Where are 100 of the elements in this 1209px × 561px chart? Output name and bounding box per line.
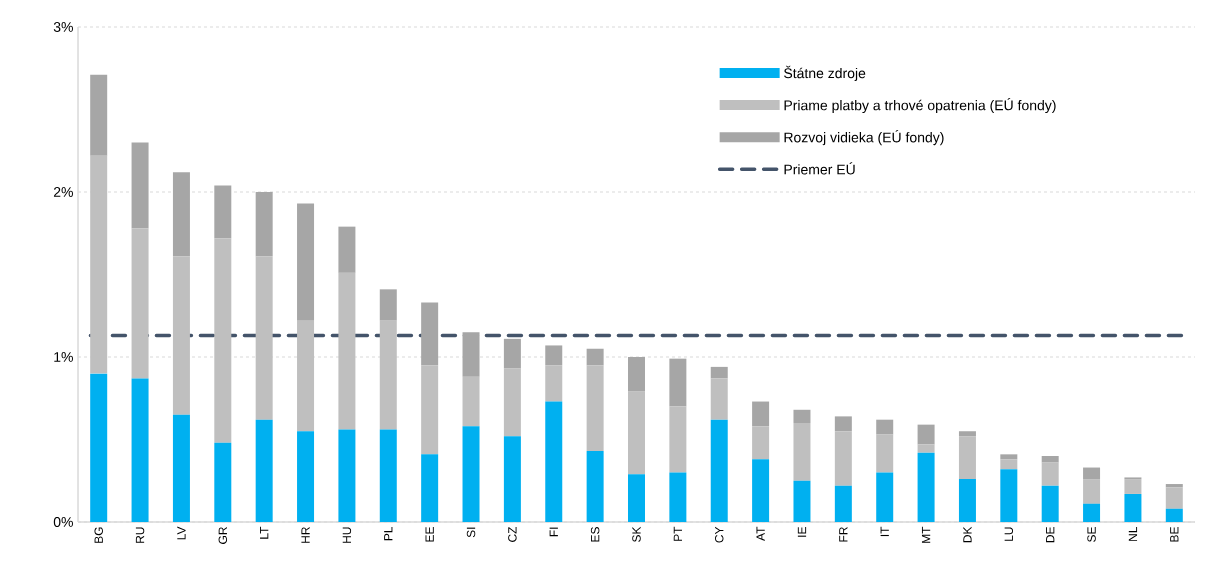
bar <box>1165 487 1183 509</box>
bar <box>710 419 728 522</box>
x-tick-label: SK <box>632 526 641 542</box>
x-tick-label: HU <box>342 527 352 543</box>
bar <box>297 320 315 432</box>
x-tick-label: IE <box>797 527 807 537</box>
bar <box>628 391 645 475</box>
bar <box>752 459 770 522</box>
bar <box>1000 469 1018 522</box>
y-tick-label: 3% <box>53 22 73 32</box>
x-tick-label: HR <box>301 527 310 543</box>
bar <box>1165 508 1183 522</box>
bar <box>586 365 604 452</box>
bar <box>876 434 894 473</box>
legend-label: Štátne zdroje <box>784 65 866 81</box>
bar <box>545 365 563 402</box>
x-tick-label: BG <box>94 527 103 543</box>
bar <box>131 142 149 229</box>
bar <box>503 436 521 522</box>
bar <box>90 74 108 156</box>
bar <box>917 452 935 522</box>
bar <box>1083 467 1101 480</box>
bar <box>586 451 604 522</box>
bar <box>90 155 108 374</box>
bar <box>255 191 273 257</box>
bar <box>1041 455 1059 463</box>
bar <box>297 203 315 321</box>
bar <box>834 485 852 522</box>
x-tick-label: GR <box>218 527 228 544</box>
x-tick-label: DK <box>963 526 972 543</box>
bar <box>503 368 521 437</box>
bar <box>214 442 232 522</box>
bar <box>379 429 397 522</box>
bar <box>669 358 687 407</box>
x-tick-label: RU <box>135 527 145 543</box>
y-tick-label: 1% <box>54 352 73 362</box>
x-tick-label: CZ <box>508 526 517 542</box>
bar <box>421 302 439 366</box>
bar <box>462 332 480 377</box>
x-tick-label: PT <box>673 526 682 541</box>
bar <box>958 479 976 522</box>
bar <box>172 414 190 522</box>
x-tick-label: AT <box>756 526 765 541</box>
y-tick-label: 2% <box>53 187 73 197</box>
x-tick-label: MT <box>921 526 931 543</box>
bar <box>172 172 190 257</box>
x-tick-label: LU <box>1004 527 1013 541</box>
x-tick-label: FI <box>549 527 558 537</box>
bar <box>752 401 770 427</box>
x-tick-label: IT <box>880 526 889 537</box>
bar <box>338 429 356 522</box>
bar <box>297 431 315 522</box>
bar <box>710 378 728 420</box>
bar <box>1165 484 1183 488</box>
bar <box>669 472 687 522</box>
x-tick-label: ES <box>590 527 600 542</box>
bar <box>752 426 770 460</box>
bar <box>421 365 439 455</box>
bar <box>462 376 480 427</box>
bar <box>214 238 232 443</box>
bar <box>917 424 935 445</box>
bar <box>545 401 563 522</box>
bar <box>628 356 645 392</box>
bar <box>1124 479 1142 494</box>
legend-label: Rozvoj vidieka (EÚ fondy) <box>784 130 944 146</box>
bar <box>545 345 563 366</box>
x-tick-label: CY <box>714 526 724 543</box>
bar <box>214 185 232 239</box>
y-tick-label: 0% <box>53 517 73 527</box>
x-tick-label: SI <box>466 527 476 538</box>
bar <box>876 472 894 522</box>
bar <box>958 431 976 437</box>
bar <box>1083 503 1101 522</box>
bar <box>958 436 976 480</box>
bar <box>338 226 356 273</box>
bar <box>628 474 645 522</box>
bar <box>338 272 356 430</box>
bar <box>1083 479 1101 504</box>
bar <box>90 373 108 522</box>
bar <box>503 338 521 369</box>
bar <box>379 289 397 321</box>
legend-label: Priame platby a trhové opatrenia (EÚ fondy) <box>784 98 1056 114</box>
bar <box>917 444 935 453</box>
x-tick-label: BE <box>1170 527 1179 542</box>
bar <box>876 419 894 435</box>
bar <box>172 256 190 415</box>
bar <box>1041 462 1059 486</box>
bar <box>1000 459 1018 470</box>
x-tick-label: EE <box>425 527 434 542</box>
bar <box>421 454 439 522</box>
x-tick-label: PL <box>384 526 393 541</box>
bar <box>1124 493 1142 522</box>
bar <box>255 256 273 420</box>
bar <box>669 406 687 473</box>
bar <box>834 416 852 432</box>
bar <box>131 378 149 522</box>
legend-label: Priemer EÚ <box>784 162 855 175</box>
bar <box>586 348 604 366</box>
x-tick-label: LT <box>260 526 269 539</box>
x-tick-label: NL <box>1128 526 1138 541</box>
